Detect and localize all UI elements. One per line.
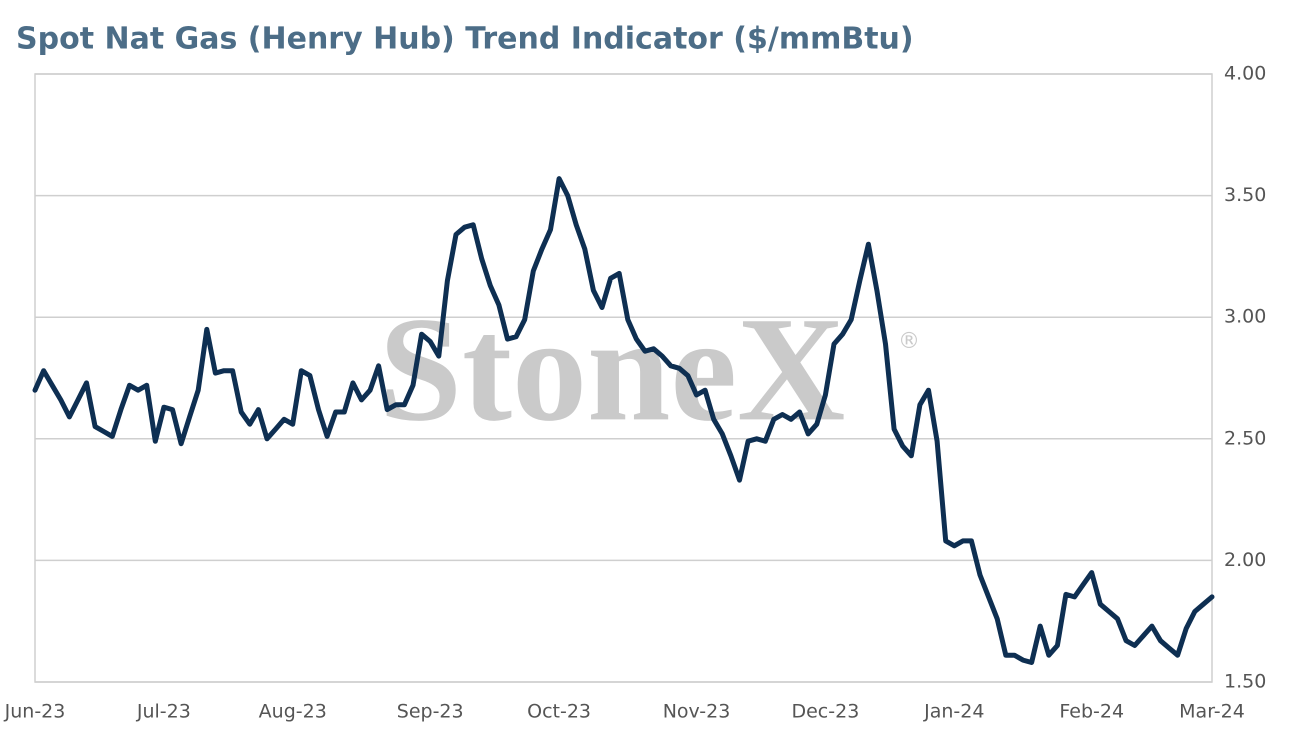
y-tick-label: 4.00 [1224, 63, 1266, 85]
x-tick-label: Mar-24 [1179, 701, 1245, 723]
x-tick-label: Feb-24 [1059, 701, 1124, 723]
x-tick-label: Jun-23 [4, 701, 66, 723]
y-tick-label: 2.50 [1224, 427, 1266, 449]
x-tick-label: Nov-23 [663, 701, 731, 723]
x-tick-label: Dec-23 [791, 701, 859, 723]
x-tick-label: Jan-24 [923, 701, 984, 723]
x-tick-label: Jul-23 [136, 701, 191, 723]
x-tick-label: Aug-23 [259, 701, 327, 723]
x-tick-label: Sep-23 [397, 701, 464, 723]
watermark-mark: ® [898, 329, 920, 354]
x-tick-label: Oct-23 [527, 701, 591, 723]
data-line [32, 176, 1215, 665]
y-tick-label: 1.50 [1224, 671, 1266, 693]
y-tick-label: 2.00 [1224, 549, 1266, 571]
y-tick-label: 3.00 [1224, 306, 1266, 328]
chart-title: Spot Nat Gas (Henry Hub) Trend Indicator… [16, 22, 914, 57]
y-tick-label: 3.50 [1224, 184, 1266, 206]
watermark: StoneX [379, 286, 846, 452]
